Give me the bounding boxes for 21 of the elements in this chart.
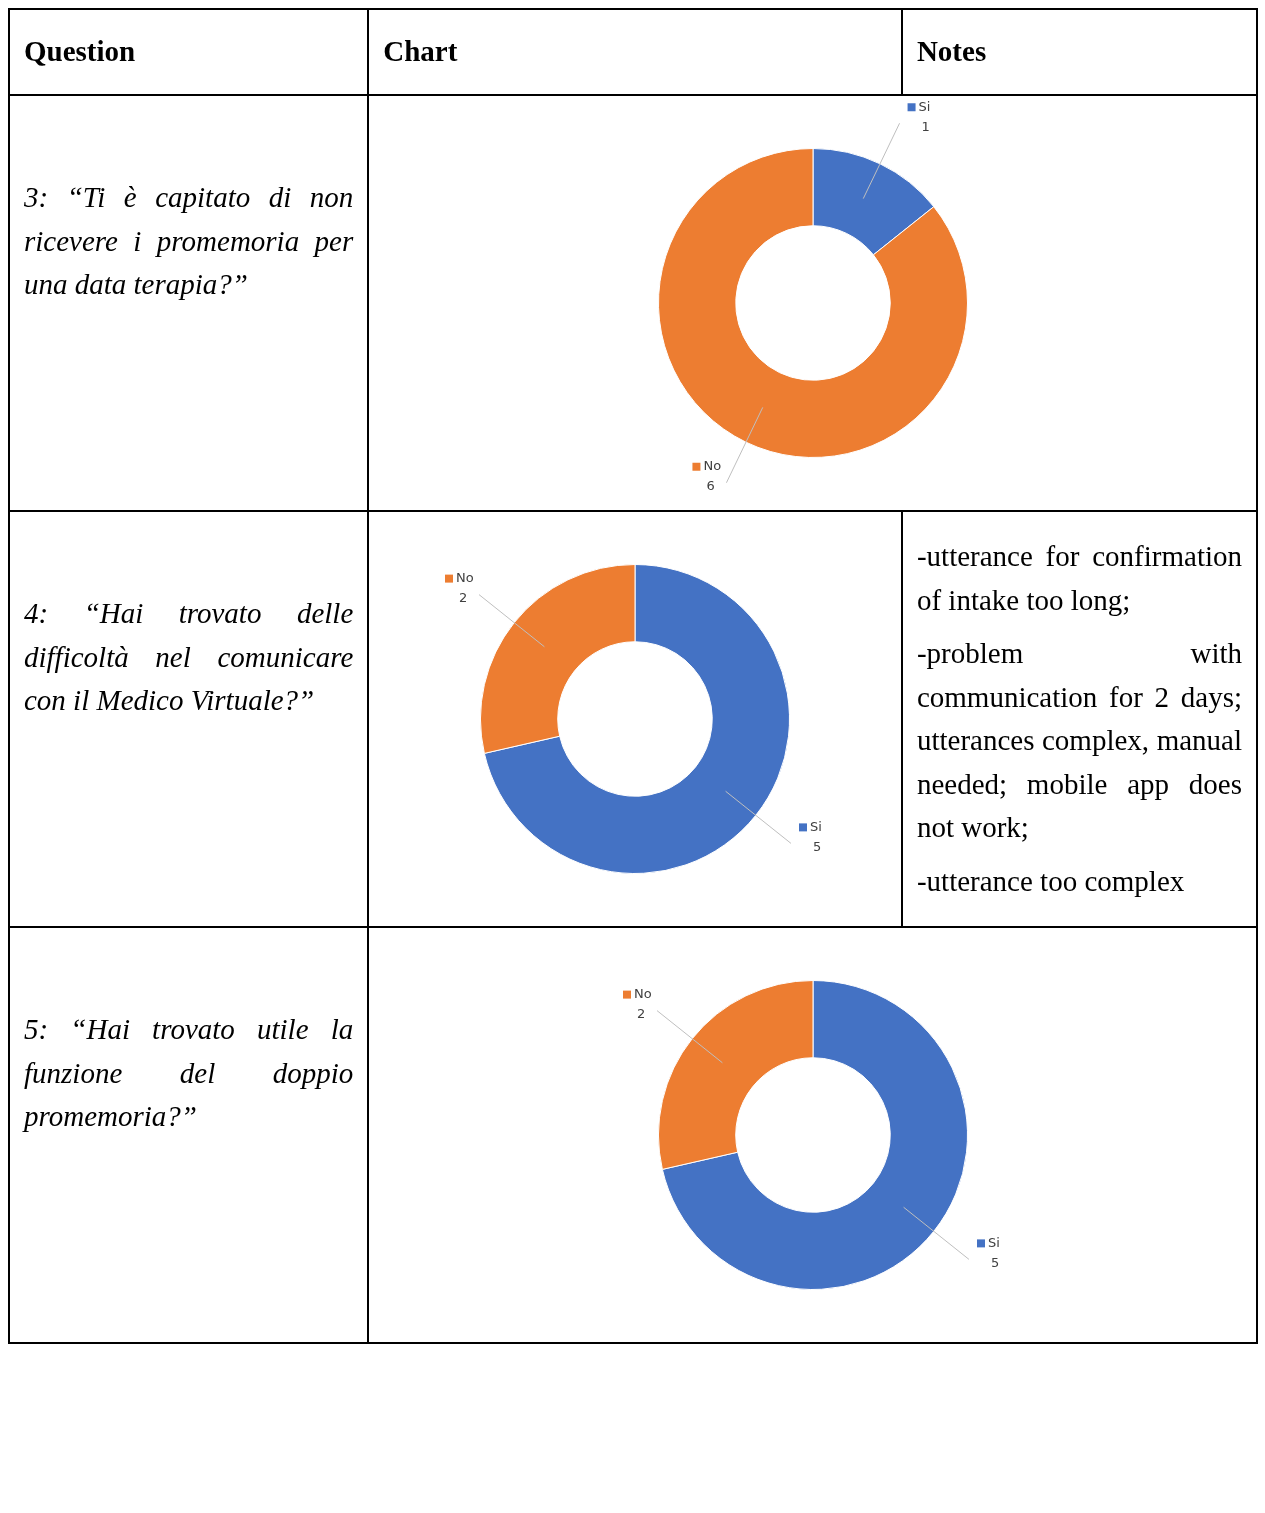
data-label: 2	[636, 1005, 645, 1021]
text: -utterance too complex	[916, 863, 1186, 899]
legend-label: No	[456, 569, 474, 585]
text: 3: “Ti è capitato di non ricevere i promemoria per una data terapia?”	[24, 180, 354, 302]
legend-label: No	[703, 458, 721, 474]
legend-label: Si	[987, 1234, 1000, 1250]
text: 4: “Hai trovato delle difficoltà nel comunicare con il Medico Virtuale?”	[24, 596, 354, 718]
legend-label: Si	[810, 818, 822, 834]
data-label: 6	[706, 478, 715, 494]
text: -utterance for confirmation of intake too long;	[916, 539, 1242, 618]
data-label: 5	[990, 1254, 999, 1270]
legend-label: No	[633, 985, 652, 1001]
data-label: 1	[921, 118, 930, 134]
legend-label: Si	[918, 98, 931, 114]
text: Notes	[901, 9, 1257, 95]
text: Chart	[368, 9, 902, 95]
data-label: 2	[459, 589, 468, 605]
data-label: 5	[813, 838, 822, 854]
text: 5: “Hai trovato utile la funzione del doppio promemoria?”	[24, 1012, 354, 1134]
text: Question	[9, 9, 369, 95]
text: -problem with communication for 2 days; utterances complex, manual needed; mobile app does not work;	[916, 636, 1242, 845]
